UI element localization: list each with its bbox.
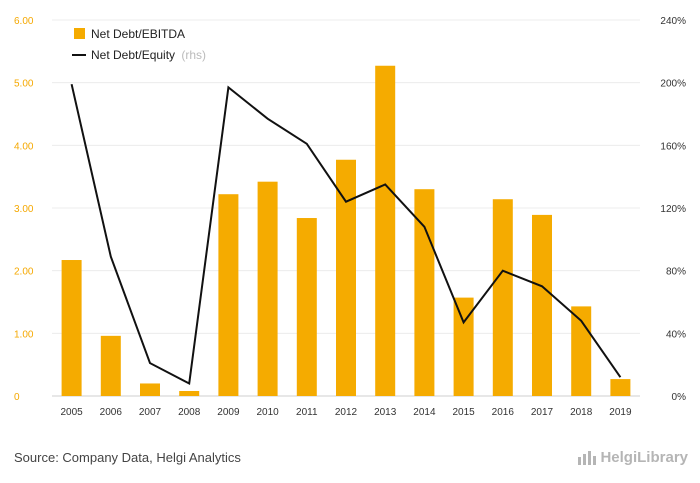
x-axis-tick-label: 2010: [256, 407, 279, 418]
chart-svg: 0 1.00 2.00 3.00 4.00 5.00 6.00 0% 40% 80% 120% 16…: [14, 16, 686, 418]
bar: [375, 65, 396, 396]
x-axis-tick-label: 2015: [452, 407, 475, 418]
x-axis-tick-label: 2007: [139, 407, 162, 418]
left-axis-tick-label: 5.00: [14, 79, 34, 90]
source-note: Source: Company Data, Helgi Analytics: [14, 450, 241, 465]
bar: [257, 181, 278, 396]
x-axis-tick-label: 2008: [178, 407, 201, 418]
bar: [100, 335, 121, 396]
brand-name: HelgiLibrary: [600, 449, 688, 466]
bar: [532, 214, 552, 396]
left-axis-tick-label: 6.00: [14, 16, 34, 27]
bar: [492, 199, 513, 396]
bar: [179, 390, 200, 396]
legend-label-line: Net Debt/Equity (rhs): [91, 48, 206, 62]
right-axis: 0% 40% 80% 120% 160% 200% 240%: [660, 16, 686, 403]
right-axis-tick-label: 200%: [660, 79, 686, 90]
x-axis-tick-label: 2009: [217, 407, 240, 418]
x-axis-tick-label: 2012: [335, 407, 358, 418]
right-axis-tick-label: 0%: [672, 392, 687, 403]
right-axis-tick-label: 160%: [660, 141, 686, 152]
bar: [453, 297, 474, 396]
bar: [610, 379, 631, 396]
bar: [218, 194, 239, 396]
legend: Net Debt/EBITDA Net Debt/Equity (rhs): [72, 27, 206, 62]
brand-logo: HelgiLibrary: [578, 449, 688, 466]
legend-line-name: Net Debt/Equity: [91, 48, 175, 62]
x-axis-tick-label: 2017: [531, 407, 554, 418]
bar-series: [61, 65, 631, 396]
left-axis: 0 1.00 2.00 3.00 4.00 5.00 6.00: [14, 16, 34, 403]
x-axis-tick-label: 2018: [570, 407, 593, 418]
library-icon: [578, 450, 597, 465]
x-axis-tick-label: 2016: [492, 407, 515, 418]
x-axis: 2005 2006 2007 2008 2009 2010 2011 2012 2013 2014…: [60, 407, 631, 418]
left-axis-tick-label: 4.00: [14, 141, 34, 152]
legend-label-bar: Net Debt/EBITDA: [91, 27, 185, 41]
bar: [296, 218, 317, 396]
series-line: [70, 83, 622, 386]
left-axis-tick-label: 3.00: [14, 204, 34, 215]
right-axis-tick-label: 80%: [666, 267, 686, 278]
legend-line-suffix: (rhs): [181, 48, 206, 62]
x-axis-tick-label: 2014: [413, 407, 436, 418]
right-axis-tick-label: 240%: [660, 16, 686, 27]
bar: [61, 260, 82, 396]
bar: [336, 159, 356, 396]
x-axis-tick-label: 2005: [60, 407, 83, 418]
bar: [140, 383, 160, 396]
left-axis-tick-label: 1.00: [14, 329, 34, 340]
left-axis-tick-label: 0: [14, 392, 20, 403]
line-series: [70, 83, 622, 386]
x-axis-tick-label: 2006: [100, 407, 123, 418]
left-axis-tick-label: 2.00: [14, 267, 34, 278]
right-axis-tick-label: 40%: [666, 329, 686, 340]
x-axis-tick-label: 2011: [296, 407, 318, 418]
x-axis-tick-label: 2019: [609, 407, 632, 418]
legend-swatch-bar: [74, 28, 85, 39]
x-axis-tick-label: 2013: [374, 407, 397, 418]
right-axis-tick-label: 120%: [660, 204, 686, 215]
